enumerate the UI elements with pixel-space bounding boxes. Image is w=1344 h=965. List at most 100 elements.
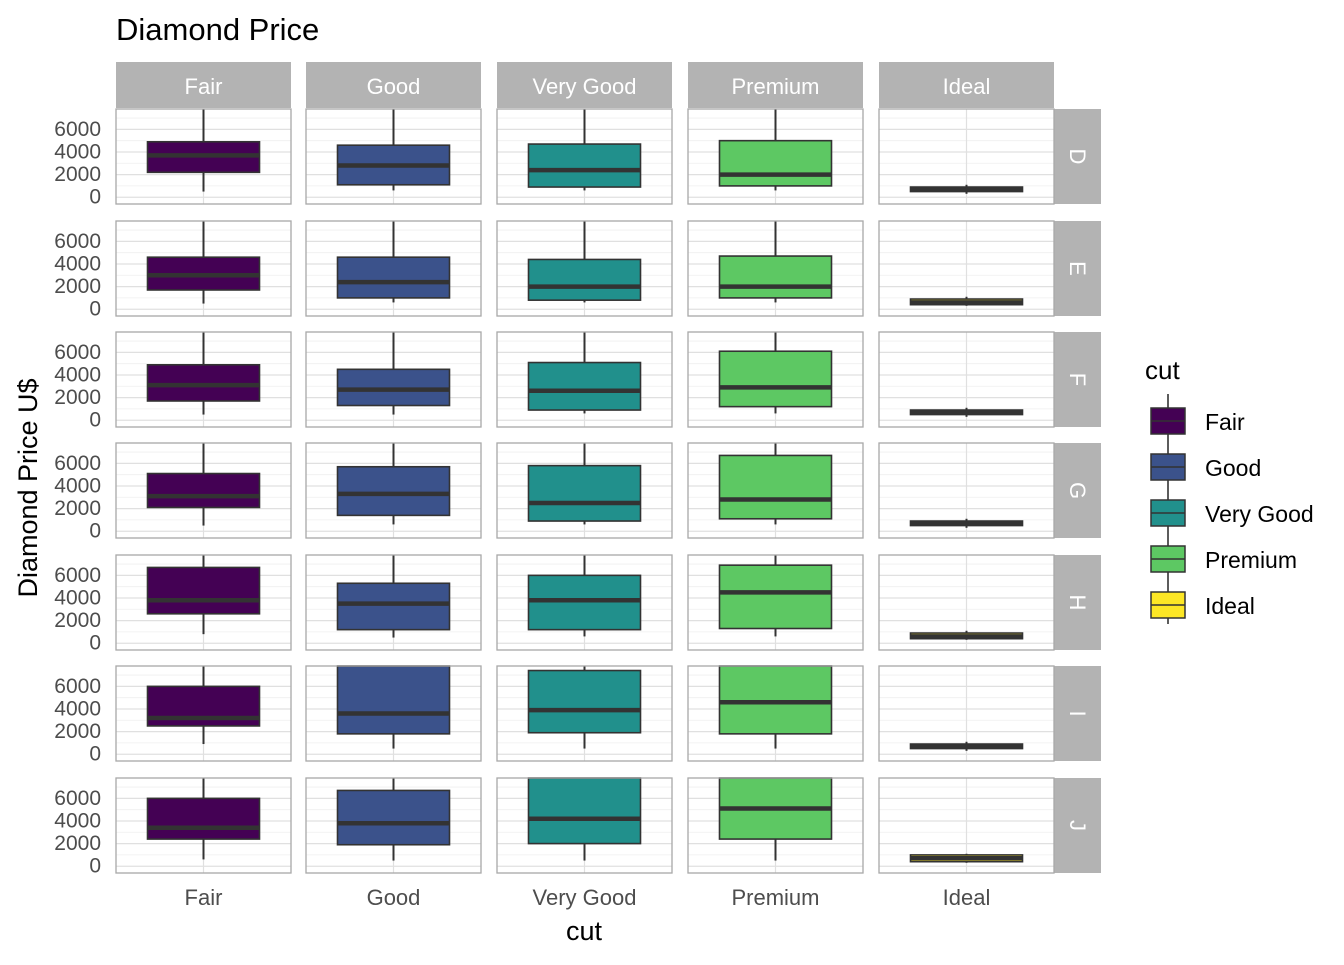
- x-tick-label: Very Good: [533, 885, 637, 910]
- column-strip-ideal: [879, 62, 1054, 108]
- box-premium-f: [718, 332, 833, 414]
- panel-border: [305, 777, 482, 874]
- column-strip-label: Good: [367, 74, 421, 99]
- box-ideal-j: [909, 853, 1024, 863]
- box-body: [718, 139, 833, 187]
- box-good-f: [336, 332, 451, 415]
- box-premium-d: [718, 109, 833, 191]
- panel-border: [115, 777, 292, 874]
- box-very-good-g: [527, 443, 642, 525]
- y-tick-label: 6000: [54, 787, 101, 810]
- y-tick-label: 2000: [54, 609, 101, 632]
- panel-border: [496, 442, 673, 539]
- panel-border: [878, 554, 1055, 651]
- box-good-e: [336, 221, 451, 303]
- legend-label: Ideal: [1205, 593, 1255, 619]
- panel-border: [115, 554, 292, 651]
- column-strip-fair: [116, 62, 291, 108]
- legend: Fair Good Very Good Premium Ideal: [1150, 394, 1314, 624]
- box-body: [718, 564, 833, 630]
- row-strip-d: [1054, 109, 1101, 204]
- panel-border: [878, 665, 1055, 762]
- y-tick-label: 4000: [54, 697, 101, 720]
- box-body: [527, 777, 642, 845]
- y-tick-label: 4000: [54, 474, 101, 497]
- legend-entry-very-good: Very Good: [1150, 486, 1314, 532]
- y-tick-label: 0: [89, 855, 101, 878]
- box-fair-f: [146, 332, 261, 415]
- column-strip-very-good: [497, 62, 672, 108]
- box-ideal-g: [909, 518, 1024, 528]
- y-tick-label: 4000: [54, 809, 101, 832]
- box-good-d: [336, 109, 451, 191]
- row-strip-label: I: [1065, 710, 1090, 716]
- panel-border: [496, 108, 673, 205]
- box-very-good-f: [527, 332, 642, 414]
- panel-border: [687, 331, 864, 428]
- row-strip-h: [1054, 555, 1101, 650]
- x-tick-label: Good: [367, 885, 421, 910]
- legend-entry-ideal: Ideal: [1150, 578, 1255, 624]
- row-strip-e: [1054, 221, 1101, 316]
- panel-border: [878, 442, 1055, 539]
- panel-border: [305, 554, 482, 651]
- x-axis-label: cut: [566, 916, 603, 946]
- panel-border: [496, 777, 673, 874]
- box-body: [336, 465, 451, 517]
- y-tick-label: 6000: [54, 230, 101, 253]
- box-body: [527, 464, 642, 522]
- y-tick-label: 0: [89, 409, 101, 432]
- box-body: [336, 665, 451, 735]
- y-tick-label: 4000: [54, 363, 101, 386]
- box-premium-h: [718, 555, 833, 637]
- box-body: [146, 797, 261, 840]
- panel-border: [687, 442, 864, 539]
- box-premium-i: [718, 665, 833, 749]
- box-ideal-f: [909, 407, 1024, 417]
- row-strip-label: D: [1065, 149, 1090, 165]
- box-very-good-j: [527, 777, 642, 861]
- legend-entry-good: Good: [1150, 440, 1261, 486]
- panel-border: [878, 220, 1055, 317]
- box-good-h: [336, 555, 451, 638]
- y-tick-label: 0: [89, 298, 101, 321]
- box-body: [336, 368, 451, 407]
- box-fair-h: [146, 555, 261, 635]
- legend-label: Very Good: [1205, 501, 1314, 527]
- box-good-j: [336, 778, 451, 861]
- y-tick-label: 6000: [54, 564, 101, 587]
- box-good-i: [336, 665, 451, 749]
- box-very-good-h: [527, 555, 642, 637]
- panel-border: [305, 665, 482, 762]
- y-axis-label: Diamond Price U$: [13, 378, 43, 597]
- box-body: [527, 574, 642, 631]
- legend-entry-premium: Premium: [1150, 532, 1297, 578]
- panel-border: [687, 554, 864, 651]
- panel-border: [496, 331, 673, 428]
- y-tick-label: 2000: [54, 832, 101, 855]
- row-strip-label: H: [1065, 595, 1090, 611]
- y-tick-label: 2000: [54, 720, 101, 743]
- y-tick-label: 6000: [54, 118, 101, 141]
- box-body: [718, 665, 833, 735]
- box-fair-g: [146, 443, 261, 526]
- row-strip-label: J: [1065, 820, 1090, 831]
- y-tick-label: 2000: [54, 275, 101, 298]
- panel-border: [687, 220, 864, 317]
- box-fair-j: [146, 778, 261, 860]
- y-tick-label: 0: [89, 520, 101, 543]
- box-fair-i: [146, 666, 261, 745]
- box-ideal-h: [909, 630, 1024, 640]
- y-tick-label: 2000: [54, 497, 101, 520]
- panel-border: [496, 220, 673, 317]
- panel-border: [305, 220, 482, 317]
- column-strip-label: Ideal: [943, 74, 991, 99]
- box-body: [146, 363, 261, 402]
- panel-border: [878, 777, 1055, 874]
- box-body: [527, 258, 642, 301]
- column-strip-label: Fair: [185, 74, 223, 99]
- legend-label: Premium: [1205, 547, 1297, 573]
- y-tick-label: 2000: [54, 163, 101, 186]
